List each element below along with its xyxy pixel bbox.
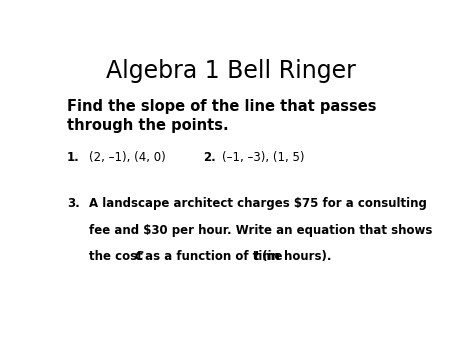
Text: Find the slope of the line that passes
through the points.: Find the slope of the line that passes t… <box>67 99 376 133</box>
Text: C: C <box>134 250 143 263</box>
Text: 2.: 2. <box>202 151 216 164</box>
Text: t: t <box>254 250 259 263</box>
Text: (–1, –3), (1, 5): (–1, –3), (1, 5) <box>222 151 304 164</box>
Text: Algebra 1 Bell Ringer: Algebra 1 Bell Ringer <box>106 59 356 83</box>
Text: 1.: 1. <box>67 151 80 164</box>
Text: the cost: the cost <box>90 250 147 263</box>
Text: 3.: 3. <box>67 197 80 210</box>
Text: (2, –1), (4, 0): (2, –1), (4, 0) <box>90 151 166 164</box>
Text: fee and $30 per hour. Write an equation that shows: fee and $30 per hour. Write an equation … <box>90 224 433 237</box>
Text: (in hours).: (in hours). <box>258 250 332 263</box>
Text: as a function of time: as a function of time <box>141 250 287 263</box>
Text: A landscape architect charges $75 for a consulting: A landscape architect charges $75 for a … <box>90 197 427 210</box>
